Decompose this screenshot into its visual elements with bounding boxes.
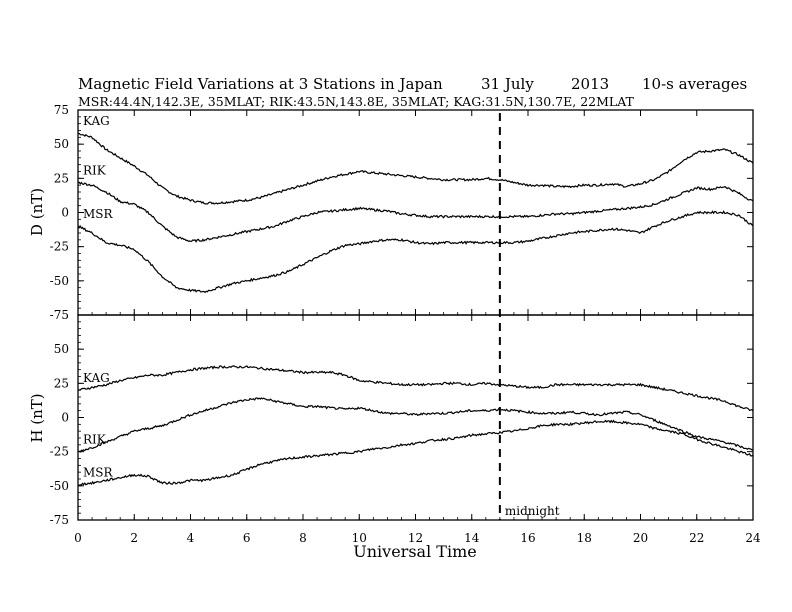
series-label-msr: MSR (83, 465, 114, 479)
chart-date: 31 July (481, 75, 534, 93)
x-tick-label: 0 (74, 531, 82, 545)
y-tick-label: -25 (50, 445, 69, 459)
chart-subtitle: MSR:44.4N,142.3E, 35MLAT; RIK:43.5N,143.… (78, 94, 635, 109)
series-line-0-msr (77, 210, 754, 294)
panel-d-frame (77, 109, 754, 316)
y-tick-label: -25 (50, 240, 69, 254)
series-label-kag: KAG (83, 114, 110, 128)
y-tick-label: 0 (61, 206, 69, 220)
y-tick-label: -75 (50, 513, 69, 527)
series-label-kag: KAG (83, 371, 110, 385)
series-label-rik: RIK (83, 163, 107, 177)
panel-h-frame (77, 314, 754, 521)
y-tick-label: 25 (54, 376, 69, 390)
series-line-0-kag (77, 132, 754, 205)
y-axis-label-d: D (nT) (28, 188, 46, 236)
x-tick-label: 14 (464, 531, 480, 545)
tick-marks (77, 109, 754, 521)
x-tick-label: 10 (352, 531, 367, 545)
y-tick-label: 0 (61, 411, 69, 425)
y-tick-label: 25 (54, 171, 69, 185)
y-tick-label: 75 (54, 103, 69, 117)
x-tick-label: 4 (187, 531, 195, 545)
x-tick-label: 24 (745, 531, 761, 545)
x-tick-label: 8 (299, 531, 307, 545)
series-lines (77, 132, 754, 486)
series-label-rik: RIK (83, 433, 107, 447)
midnight-label: midnight (505, 504, 560, 518)
x-tick-label: 18 (577, 531, 592, 545)
x-tick-label: 2 (130, 531, 138, 545)
series-line-1-rik (78, 397, 754, 453)
series-label-msr: MSR (83, 207, 114, 221)
x-tick-label: 16 (520, 531, 535, 545)
x-tick-label: 12 (408, 531, 423, 545)
y-tick-label: -50 (50, 274, 69, 288)
y-tick-label: 50 (54, 137, 69, 151)
tick-and-series-labels: 75 50 25 0 -25 -50 -75 KAG RIK MSR 50 25 0 -25 -50 -75 K… (50, 103, 761, 545)
y-tick-label: -50 (50, 479, 69, 493)
series-line-1-msr (77, 419, 754, 486)
y-tick-label: 50 (54, 342, 69, 356)
series-line-1-kag (77, 365, 754, 412)
y-axis-label-h: H (nT) (28, 393, 46, 442)
chart-year: 2013 (571, 75, 609, 93)
x-tick-label: 6 (243, 531, 251, 545)
x-axis-label: Universal Time (353, 542, 476, 561)
x-tick-label: 20 (633, 531, 648, 545)
chart-averaging: 10-s averages (642, 75, 747, 93)
y-tick-label: -75 (50, 308, 69, 322)
chart-title: Magnetic Field Variations at 3 Stations … (78, 75, 443, 93)
series-line-0-rik (77, 181, 754, 243)
x-tick-label: 22 (689, 531, 704, 545)
